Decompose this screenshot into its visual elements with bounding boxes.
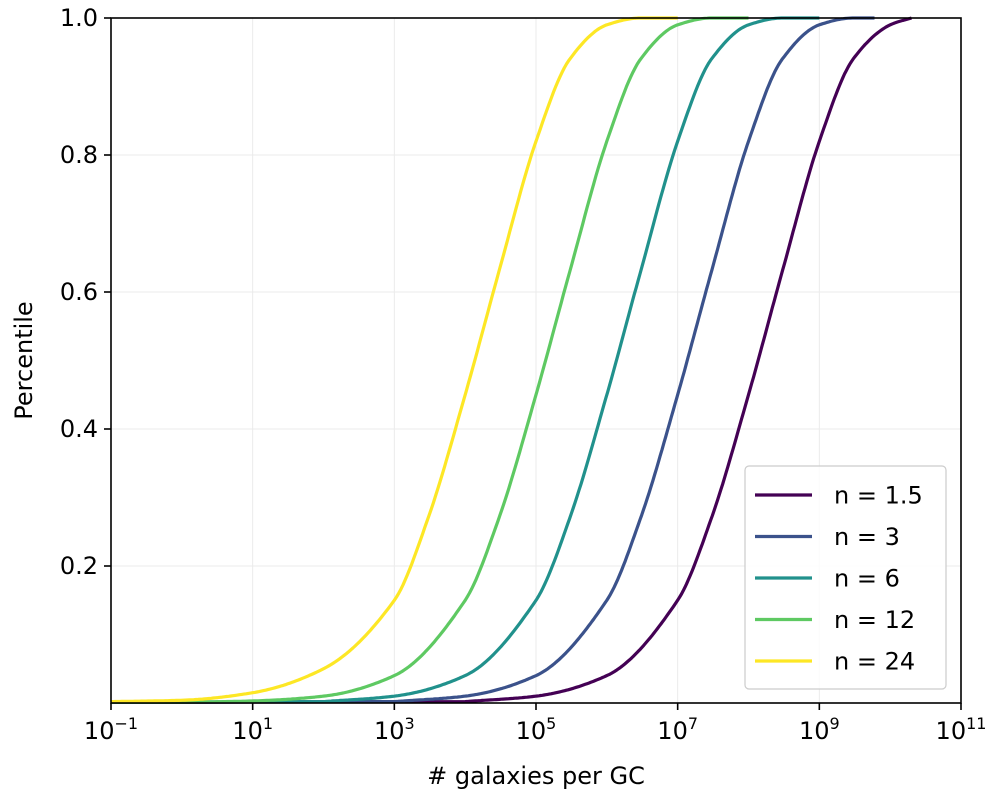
legend-box xyxy=(744,465,947,690)
x-tick-label: 1011 xyxy=(936,714,987,745)
y-tick-label: 0.6 xyxy=(60,278,98,306)
ticks-layer: 10−1 101 103 105 107 109 1011 0.2 0.4 0.6 0.8 1.0 xyxy=(60,4,987,745)
legend-label: n = 6 xyxy=(834,565,900,593)
x-tick-label: 105 xyxy=(516,714,557,745)
series-line-2 xyxy=(110,16,875,704)
x-tick-label: 10−1 xyxy=(84,714,138,745)
y-tick-label: 0.4 xyxy=(60,415,98,443)
legend-label: n = 12 xyxy=(834,606,915,634)
series-layer xyxy=(110,16,912,704)
legend: n = 1.5 n = 3 n = 6 n = 12 n = 24 xyxy=(744,465,947,690)
x-tick-label: 107 xyxy=(657,714,698,745)
y-axis-label: Percentile xyxy=(10,301,38,419)
y-tick-label: 1.0 xyxy=(60,4,98,32)
legend-label: n = 3 xyxy=(834,523,900,551)
y-tick-label: 0.8 xyxy=(60,141,98,169)
series-line-5 xyxy=(111,16,678,704)
x-tick-label: 103 xyxy=(374,714,415,745)
series-line-3 xyxy=(110,16,820,704)
legend-label: n = 1.5 xyxy=(834,482,923,510)
series-line-4 xyxy=(111,16,749,704)
x-tick-label: 109 xyxy=(799,714,840,745)
y-tick-label: 0.2 xyxy=(60,552,98,580)
x-tick-label: 101 xyxy=(232,714,273,745)
x-axis-label: # galaxies per GC xyxy=(427,762,645,790)
series-line-1 xyxy=(110,16,912,704)
legend-label: n = 24 xyxy=(834,648,915,676)
